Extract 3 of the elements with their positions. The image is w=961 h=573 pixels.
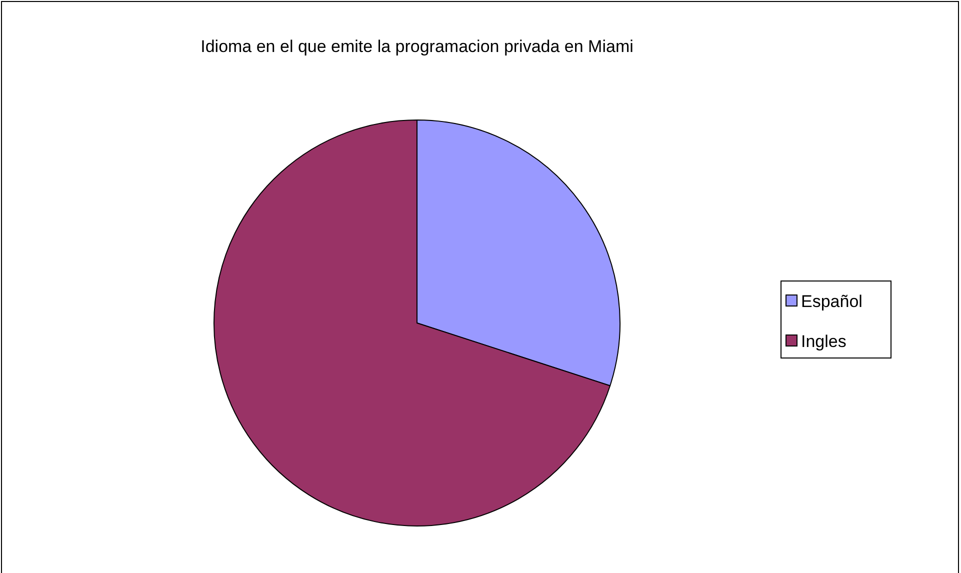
legend-label: Ingles xyxy=(801,332,846,351)
chart-title: Idioma en el que emite la programacion privada en Miami xyxy=(200,37,634,56)
legend-label: Español xyxy=(801,292,862,311)
